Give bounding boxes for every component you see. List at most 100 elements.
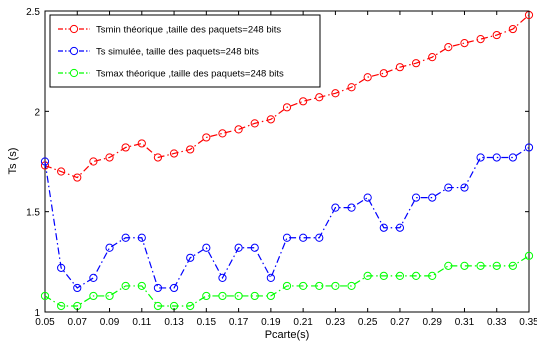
data-point [186,301,195,311]
data-point [218,273,227,282]
x-tick-label: 0.15 [197,317,217,328]
data-point [137,233,146,242]
data-point [363,271,372,280]
data-point [508,153,517,162]
data-point [508,261,517,270]
data-point [395,223,405,232]
data-point [89,273,98,282]
legend-label: Tsmax théorique ,taille des paquets=248 … [96,69,284,80]
x-tick-label: 0.13 [164,317,184,328]
data-point [266,115,275,124]
data-point [234,243,243,252]
data-point [169,283,179,293]
x-tick-label: 0.29 [422,317,442,328]
y-axis-label: Ts (s) [7,148,19,175]
series-2 [40,143,534,293]
legend-item: Tsmin théorique ,taille des paquets=248 … [58,25,281,36]
data-point [379,69,388,78]
data-point [460,261,469,270]
data-point [40,291,50,301]
data-point [428,271,437,280]
x-tick-label: 0.17 [229,317,249,328]
data-point [105,291,114,301]
series-line [44,14,530,179]
data-point [153,153,163,162]
x-tick-label: 0.31 [455,317,475,328]
data-point [492,30,501,40]
data-point [428,193,437,202]
data-point [137,139,146,148]
x-tick-label: 0.27 [390,317,410,328]
data-point [266,273,275,282]
data-point [250,119,259,128]
legend-swatch-marker [69,46,79,56]
legend-label: Tsmin théorique ,taille des paquets=248 … [96,25,281,36]
data-point [379,271,388,280]
data-point [137,281,146,291]
data-point [331,281,340,291]
data-point [186,253,195,262]
data-point [73,173,82,182]
data-point [105,243,114,252]
data-point [153,301,163,311]
data-point [73,283,82,293]
data-point [299,97,308,106]
series-1 [40,10,534,182]
data-point [428,53,437,62]
data-point [347,203,356,212]
data-point [202,133,211,142]
data-point [299,233,308,242]
data-point [121,233,130,242]
data-point [315,93,324,102]
data-point [411,193,421,202]
y-tick-label: 1.5 [26,208,40,219]
data-point [218,129,227,138]
x-tick-label: 0.19 [261,317,281,328]
x-tick-label: 0.09 [100,317,120,328]
data-point [363,193,372,202]
data-point [411,271,421,280]
data-point [234,291,243,301]
data-point [492,261,501,270]
legend-swatch-marker [69,68,79,78]
data-point [218,291,227,301]
data-point [444,183,453,192]
data-point [121,143,130,152]
x-axis: 0.05 0.07 0.09 0.11 0.13 0.15 0.17 0.19 0.21 0.23… [35,11,537,328]
data-point [250,291,259,301]
data-point [476,34,485,44]
data-point [379,223,388,232]
data-point [202,243,211,252]
data-point [153,283,163,293]
data-point [460,39,469,48]
data-point [524,251,534,260]
y-tick-label: 2.5 [26,7,40,18]
x-tick-label: 0.05 [35,317,55,328]
legend-swatch-marker [69,24,79,34]
data-point [202,291,211,301]
x-tick-label: 0.07 [68,317,88,328]
series-3 [40,251,534,311]
data-point [105,153,114,162]
data-point [57,301,66,311]
data-point [460,183,469,192]
data-point [40,157,50,166]
data-point [169,149,179,158]
data-point [331,203,340,212]
legend: Tsmin théorique ,taille des paquets=248 … [49,14,321,88]
data-point [282,233,292,242]
data-point [347,83,356,92]
series-line [44,146,530,289]
data-point [89,291,98,301]
x-tick-label: 0.23 [326,317,346,328]
x-tick-label: 0.25 [358,317,378,328]
legend-label: Ts simulée, taille des paquets=248 bits [96,47,259,58]
data-point [186,145,195,154]
data-point [282,281,292,291]
data-point [315,233,324,242]
y-tick-label: 2 [34,107,40,118]
x-axis-label: Pcarte(s) [265,329,310,341]
data-point [331,89,340,98]
data-point [57,167,66,176]
series-line [44,255,530,307]
